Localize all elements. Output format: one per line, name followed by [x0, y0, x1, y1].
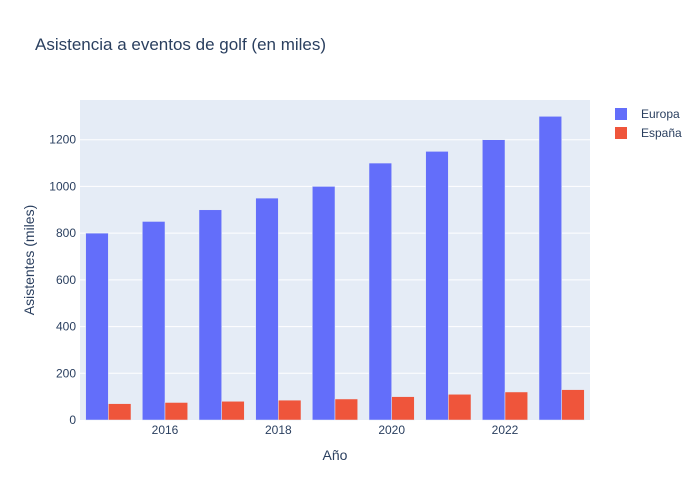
legend-item-espana[interactable]: España: [615, 126, 682, 140]
x-tick-label: 2018: [265, 423, 292, 437]
bar-europa-2023[interactable]: [538, 116, 562, 421]
bar-europa-2020[interactable]: [368, 162, 392, 421]
y-tick-label: 1200: [49, 133, 76, 147]
x-axis-title: Año: [323, 447, 348, 463]
bar-europa-2016[interactable]: [142, 221, 166, 421]
legend-item-europa[interactable]: Europa: [615, 107, 680, 121]
legend-label: Europa: [641, 107, 680, 121]
bar-espana-2022[interactable]: [504, 391, 528, 421]
y-tick-label: 0: [69, 413, 76, 427]
bar-europa-2021[interactable]: [425, 151, 449, 421]
bar-europa-2019[interactable]: [312, 186, 336, 421]
y-axis-title: Asistentes (miles): [21, 205, 37, 315]
y-tick-label: 1000: [49, 179, 76, 193]
bar-espana-2015[interactable]: [108, 403, 132, 421]
x-tick-label: 2016: [152, 423, 179, 437]
bar-espana-2020[interactable]: [391, 396, 415, 421]
x-tick-label: 2022: [492, 423, 519, 437]
bar-espana-2017[interactable]: [221, 401, 245, 421]
chart-title: Asistencia a eventos de golf (en miles): [35, 35, 326, 54]
x-axis-ticks: 2016 2018 2020 2022: [152, 423, 519, 437]
y-axis-ticks: 0 200 400 600 800 1000 1200: [49, 133, 76, 427]
bar-europa-2015[interactable]: [85, 232, 109, 421]
x-tick-label: 2020: [378, 423, 405, 437]
legend[interactable]: Europa España: [615, 107, 682, 140]
legend-swatch: [615, 127, 627, 139]
y-tick-label: 600: [56, 273, 76, 287]
legend-label: España: [641, 126, 682, 140]
bar-europa-2017[interactable]: [198, 209, 222, 421]
bar-europa-2022[interactable]: [482, 139, 506, 421]
bar-europa-2018[interactable]: [255, 197, 279, 421]
bar-espana-2023[interactable]: [561, 389, 585, 421]
bars: [85, 116, 585, 421]
y-tick-label: 400: [56, 320, 76, 334]
bar-espana-2019[interactable]: [334, 398, 358, 421]
bar-espana-2021[interactable]: [448, 394, 472, 421]
y-tick-label: 200: [56, 366, 76, 380]
bar-espana-2018[interactable]: [278, 399, 302, 421]
y-tick-label: 800: [56, 226, 76, 240]
legend-swatch: [615, 108, 627, 120]
bar-espana-2016[interactable]: [164, 402, 188, 421]
